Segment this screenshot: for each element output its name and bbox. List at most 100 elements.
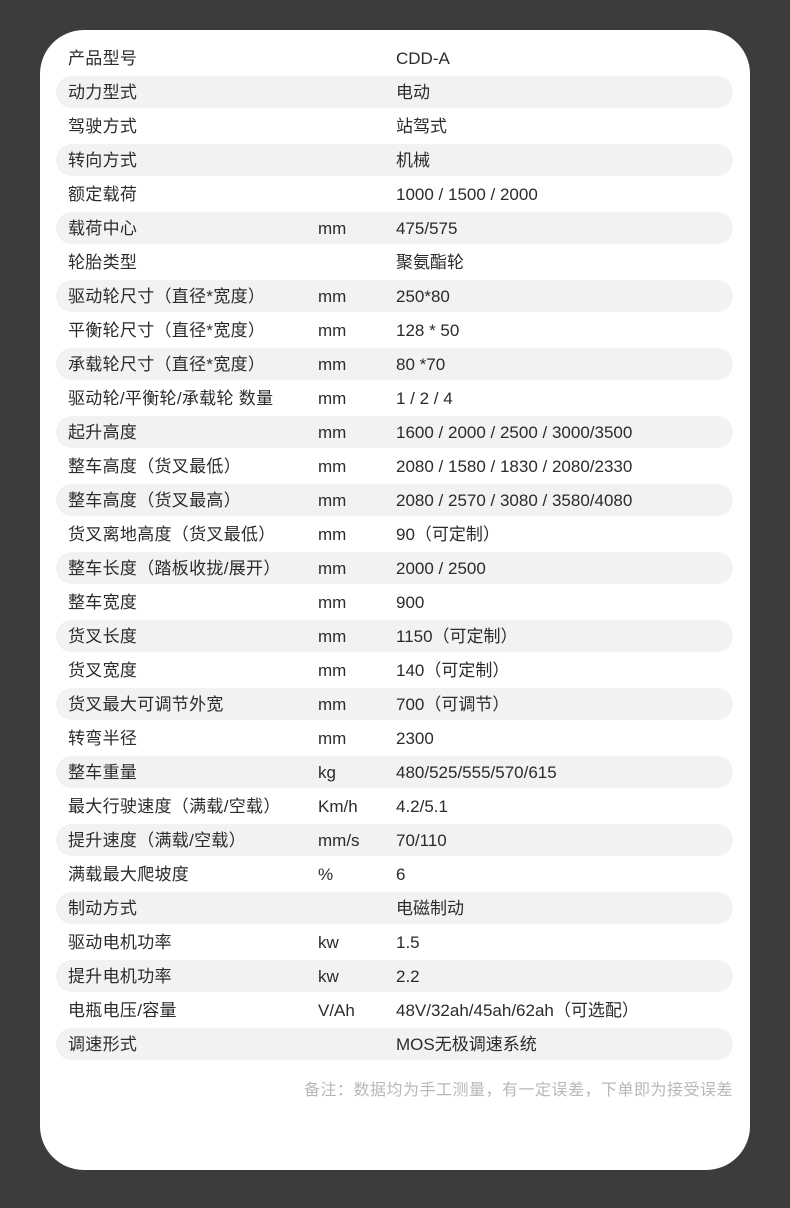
table-row: 电瓶电压/容量 V/Ah 48V/32ah/45ah/62ah（可选配）: [56, 994, 733, 1026]
table-row: 最大行驶速度（满载/空载） Km/h 4.2/5.1: [56, 790, 733, 822]
spec-value: 2300: [396, 728, 434, 748]
spec-value: 70/110: [396, 830, 447, 850]
table-row: 载荷中心 mm 475/575: [56, 212, 733, 244]
spec-unit: mm: [318, 524, 347, 544]
spec-label: 整车高度（货叉最低）: [68, 456, 241, 476]
spec-label: 平衡轮尺寸（直径*宽度）: [68, 320, 266, 340]
spec-card: 产品型号 CDD-A 动力型式 电动 驾驶方式 站驾式 转向方式 机械 额定载荷…: [40, 30, 750, 1170]
spec-value: 475/575: [396, 218, 458, 238]
spec-value: 2000 / 2500: [396, 558, 486, 578]
spec-value: 90（可定制）: [396, 524, 500, 544]
table-row: 驱动轮/平衡轮/承载轮 数量 mm 1 / 2 / 4: [56, 382, 733, 414]
spec-unit: %: [318, 864, 334, 884]
spec-unit: V/Ah: [318, 1000, 355, 1020]
table-row: 调速形式 MOS无极调速系统: [56, 1028, 733, 1060]
table-row: 驱动电机功率 kw 1.5: [56, 926, 733, 958]
table-row: 货叉离地高度（货叉最低） mm 90（可定制）: [56, 518, 733, 550]
spec-unit: mm: [318, 558, 347, 578]
spec-unit: mm: [318, 422, 347, 442]
table-row: 货叉最大可调节外宽 mm 700（可调节）: [56, 688, 733, 720]
spec-value: 700（可调节）: [396, 694, 510, 714]
spec-label: 最大行驶速度（满载/空载）: [68, 796, 281, 816]
note-text: 备注：数据均为手工测量，有一定误差，下单即为接受误差: [303, 1082, 733, 1099]
table-row: 满载最大爬坡度 % 6: [56, 858, 733, 890]
table-row: 动力型式 电动: [56, 76, 733, 108]
spec-unit: mm: [318, 286, 347, 306]
table-row: 驱动轮尺寸（直径*宽度） mm 250*80: [56, 280, 733, 312]
spec-value: 140（可定制）: [396, 660, 510, 680]
table-row: 提升速度（满载/空载） mm/s 70/110: [56, 824, 733, 856]
spec-label: 货叉离地高度（货叉最低）: [68, 524, 276, 544]
spec-value: 2080 / 1580 / 1830 / 2080/2330: [396, 456, 633, 476]
spec-label: 驱动轮/平衡轮/承载轮 数量: [68, 388, 274, 408]
table-row: 额定载荷 1000 / 1500 / 2000: [56, 178, 733, 210]
spec-unit: Km/h: [318, 796, 358, 816]
table-row: 提升电机功率 kw 2.2: [56, 960, 733, 992]
spec-value: 4.2/5.1: [396, 796, 448, 816]
table-row: 整车高度（货叉最高） mm 2080 / 2570 / 3080 / 3580/…: [56, 484, 733, 516]
spec-value: 6: [396, 864, 406, 884]
spec-unit: mm/s: [318, 830, 360, 850]
table-row: 起升高度 mm 1600 / 2000 / 2500 / 3000/3500: [56, 416, 733, 448]
spec-label: 整车重量: [68, 762, 138, 782]
spec-label: 满载最大爬坡度: [68, 864, 190, 884]
spec-label: 转弯半径: [68, 728, 138, 748]
spec-label: 货叉宽度: [68, 660, 138, 680]
spec-label: 起升高度: [68, 422, 138, 442]
spec-label: 驱动轮尺寸（直径*宽度）: [68, 286, 266, 306]
spec-value: 2.2: [396, 966, 420, 986]
spec-label: 动力型式: [68, 82, 138, 102]
spec-value: 128 * 50: [396, 320, 460, 340]
spec-unit: mm: [318, 354, 347, 374]
spec-label: 额定载荷: [68, 184, 138, 204]
spec-label: 产品型号: [68, 48, 138, 68]
spec-label: 提升电机功率: [68, 966, 172, 986]
spec-unit: mm: [318, 728, 347, 748]
spec-label: 电瓶电压/容量: [68, 1000, 177, 1020]
spec-label: 整车宽度: [68, 592, 138, 612]
table-row: 平衡轮尺寸（直径*宽度） mm 128 * 50: [56, 314, 733, 346]
spec-value: 1150（可定制）: [396, 626, 518, 646]
spec-label: 提升速度（满载/空载）: [68, 830, 247, 850]
table-row: 货叉宽度 mm 140（可定制）: [56, 654, 733, 686]
spec-label: 驱动电机功率: [68, 932, 172, 952]
spec-unit: mm: [318, 626, 347, 646]
table-row: 转弯半径 mm 2300: [56, 722, 733, 754]
spec-unit: kw: [318, 966, 339, 986]
spec-value: 2080 / 2570 / 3080 / 3580/4080: [396, 490, 633, 510]
spec-label: 载荷中心: [68, 218, 138, 238]
spec-value: 48V/32ah/45ah/62ah（可选配）: [396, 1000, 639, 1020]
spec-label: 货叉最大可调节外宽: [68, 694, 224, 714]
spec-value: 900: [396, 592, 425, 612]
spec-unit: mm: [318, 218, 347, 238]
spec-value: CDD-A: [396, 48, 450, 68]
spec-label: 承载轮尺寸（直径*宽度）: [68, 354, 266, 374]
spec-value: 聚氨酯轮: [396, 252, 464, 272]
spec-value: 480/525/555/570/615: [396, 762, 557, 782]
spec-value: 1000 / 1500 / 2000: [396, 184, 538, 204]
spec-unit: mm: [318, 592, 347, 612]
table-row: 产品型号 CDD-A: [56, 42, 733, 74]
spec-value: 电动: [396, 82, 430, 102]
table-row: 整车高度（货叉最低） mm 2080 / 1580 / 1830 / 2080/…: [56, 450, 733, 482]
spec-unit: mm: [318, 320, 347, 340]
spec-unit: mm: [318, 388, 347, 408]
spec-unit: mm: [318, 694, 347, 714]
spec-unit: mm: [318, 490, 347, 510]
spec-unit: mm: [318, 660, 347, 680]
table-row: 轮胎类型 聚氨酯轮: [56, 246, 733, 278]
spec-value: MOS无极调速系统: [396, 1034, 537, 1054]
table-row: 整车长度（踏板收拢/展开） mm 2000 / 2500: [56, 552, 733, 584]
spec-label: 制动方式: [68, 898, 138, 918]
spec-unit: kw: [318, 932, 339, 952]
table-row: 整车宽度 mm 900: [56, 586, 733, 618]
spec-value: 250*80: [396, 286, 450, 306]
spec-label: 轮胎类型: [68, 252, 138, 272]
spec-label: 货叉长度: [68, 626, 138, 646]
spec-value: 1.5: [396, 932, 420, 952]
table-row: 转向方式 机械: [56, 144, 733, 176]
spec-value: 机械: [396, 150, 430, 170]
table-row: 货叉长度 mm 1150（可定制）: [56, 620, 733, 652]
table-row: 承载轮尺寸（直径*宽度） mm 80 *70: [56, 348, 733, 380]
table-row: 制动方式 电磁制动: [56, 892, 733, 924]
